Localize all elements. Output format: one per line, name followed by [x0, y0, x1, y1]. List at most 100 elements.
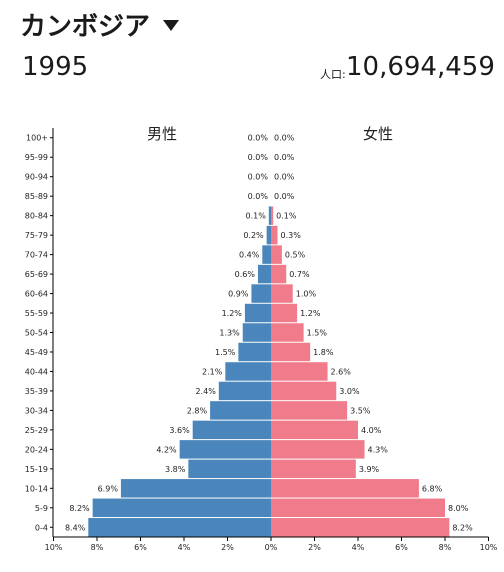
male-value-label: 0.1% — [245, 212, 266, 221]
male-bar — [242, 323, 271, 342]
female-bar — [271, 440, 365, 459]
female-bar — [271, 381, 337, 401]
male-value-label: 6.9% — [98, 484, 119, 493]
male-bar — [192, 420, 271, 440]
x-tick-label: 8% — [91, 543, 104, 552]
female-value-label: 0.3% — [281, 231, 302, 240]
female-value-label: 2.6% — [331, 367, 352, 376]
female-value-label: 1.2% — [300, 309, 321, 318]
female-bar — [271, 245, 282, 264]
age-group-label: 90-94 — [25, 173, 48, 182]
caret-down-icon[interactable] — [163, 20, 179, 31]
female-bar — [271, 459, 356, 479]
female-value-label: 0.0% — [274, 134, 295, 143]
age-group-label: 0-4 — [35, 523, 48, 532]
male-value-label: 1.2% — [222, 309, 243, 318]
age-group-label: 30-34 — [25, 406, 48, 415]
male-bar — [179, 440, 271, 459]
male-value-label: 1.5% — [215, 348, 236, 357]
female-value-label: 8.0% — [448, 504, 469, 513]
male-value-label: 4.2% — [156, 445, 177, 454]
x-tick-label: 2% — [221, 543, 234, 552]
male-bar — [268, 206, 271, 225]
age-group-label: 40-44 — [25, 367, 48, 376]
age-group-label: 50-54 — [25, 329, 48, 338]
male-value-label: 2.1% — [202, 367, 223, 376]
male-bar — [266, 225, 271, 245]
x-tick-label: 10% — [45, 543, 63, 552]
age-group-label: 10-14 — [25, 484, 48, 493]
age-group-label: 80-84 — [25, 212, 48, 221]
male-bar — [188, 459, 271, 479]
age-group-label: 35-39 — [25, 387, 48, 396]
age-group-label: 45-49 — [25, 348, 48, 357]
male-value-label: 8.4% — [65, 523, 86, 532]
x-tick-label: 0% — [265, 543, 278, 552]
chart-header: カンボジア 1995 人口: 10,694,459 — [0, 0, 504, 100]
female-bar — [271, 303, 298, 323]
female-value-label: 0.5% — [285, 251, 306, 260]
female-value-label: 4.0% — [361, 426, 382, 435]
male-bar — [251, 284, 271, 303]
age-group-label: 70-74 — [25, 251, 48, 260]
age-group-label: 5-9 — [35, 504, 48, 513]
male-bar — [244, 303, 271, 323]
age-group-label: 75-79 — [25, 231, 48, 240]
female-bar — [271, 264, 287, 284]
male-value-label: 0.0% — [248, 134, 269, 143]
male-value-label: 3.6% — [169, 426, 190, 435]
year-label: 1995 — [22, 52, 89, 82]
female-bar — [271, 323, 304, 342]
female-value-label: 0.1% — [276, 212, 297, 221]
female-series-title: 女性 — [363, 125, 393, 143]
age-group-label: 55-59 — [25, 309, 48, 318]
age-group-label: 65-69 — [25, 270, 48, 279]
male-bar — [257, 264, 271, 284]
x-tick-label: 10% — [480, 543, 498, 552]
age-group-label: 25-29 — [25, 426, 48, 435]
age-group-label: 15-19 — [25, 465, 48, 474]
age-group-label: 100+ — [26, 134, 48, 143]
male-value-label: 2.4% — [195, 387, 216, 396]
male-bar — [262, 245, 271, 264]
age-group-label: 20-24 — [25, 445, 48, 454]
male-bar — [120, 479, 271, 498]
male-value-label: 0.2% — [243, 231, 264, 240]
female-value-label: 1.0% — [296, 290, 317, 299]
male-series-title: 男性 — [147, 125, 177, 143]
female-bar — [271, 420, 358, 440]
female-value-label: 3.5% — [350, 406, 371, 415]
x-tick-label: 4% — [178, 543, 191, 552]
female-bar — [271, 342, 311, 362]
female-value-label: 0.7% — [289, 270, 310, 279]
country-title[interactable]: カンボジア — [20, 12, 151, 42]
female-bar — [271, 206, 274, 225]
male-bar — [238, 342, 271, 362]
female-value-label: 1.5% — [307, 329, 328, 338]
female-bar — [271, 498, 445, 518]
female-value-label: 3.0% — [339, 387, 360, 396]
x-tick-label: 4% — [352, 543, 365, 552]
male-value-label: 8.2% — [69, 504, 90, 513]
female-value-label: 0.0% — [274, 192, 295, 201]
male-value-label: 0.0% — [248, 153, 269, 162]
male-value-label: 0.0% — [248, 173, 269, 182]
female-bar — [271, 284, 293, 303]
population-value: 10,694,459 — [346, 52, 495, 82]
population-label: 人口: — [320, 68, 346, 81]
female-value-label: 0.0% — [274, 173, 295, 182]
female-bar — [271, 479, 419, 498]
female-value-label: 1.8% — [313, 348, 334, 357]
male-bar — [210, 401, 271, 420]
x-tick-label: 6% — [134, 543, 147, 552]
male-value-label: 0.0% — [248, 192, 269, 201]
age-group-label: 60-64 — [25, 290, 48, 299]
female-value-label: 6.8% — [422, 484, 443, 493]
female-value-label: 3.9% — [359, 465, 380, 474]
female-value-label: 0.0% — [274, 153, 295, 162]
female-value-label: 4.3% — [368, 445, 389, 454]
x-tick-label: 2% — [308, 543, 321, 552]
male-bar — [218, 381, 271, 401]
female-bar — [271, 401, 348, 420]
